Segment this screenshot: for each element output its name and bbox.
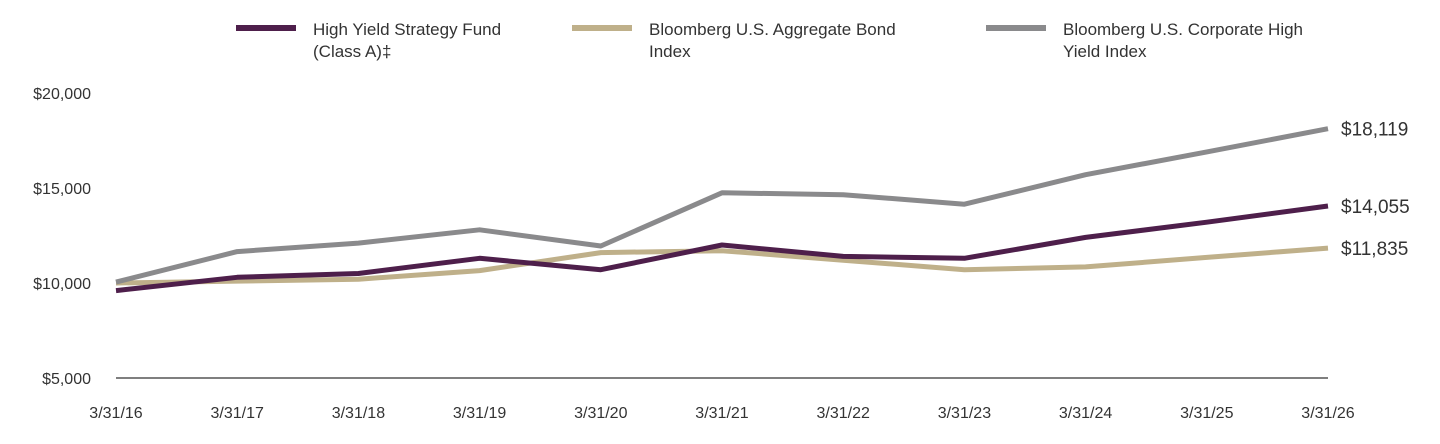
- x-axis: 3/31/16 3/31/17 3/31/18 3/31/19 3/31/20 3/31/…: [89, 377, 1355, 422]
- y-tick-label: $5,000: [42, 371, 91, 388]
- legend-item: Bloomberg U.S. Corporate High Yield Index: [986, 20, 1303, 61]
- legend: High Yield Strategy Fund (Class A)‡ Bloomb…: [236, 20, 1303, 61]
- y-tick-label: $15,000: [33, 181, 91, 198]
- series-line-1: [115, 245, 1329, 286]
- x-tick-label: 3/31/20: [574, 405, 627, 422]
- series-end-label: $14,055: [1341, 197, 1410, 218]
- x-tick-label: 3/31/25: [1180, 405, 1233, 422]
- series-end-label: $18,119: [1341, 120, 1408, 141]
- legend-label: High Yield Strategy Fund: [313, 20, 501, 39]
- series-line-2: [115, 126, 1329, 285]
- series-end-label: $11,835: [1341, 239, 1408, 260]
- legend-label: Yield Index: [1063, 42, 1147, 61]
- legend-label: Index: [649, 42, 691, 61]
- x-tick-label: 3/31/18: [332, 405, 385, 422]
- x-tick-label: 3/31/26: [1301, 405, 1354, 422]
- x-tick-label: 3/31/22: [817, 405, 870, 422]
- x-tick-label: 3/31/23: [938, 405, 991, 422]
- legend-item: High Yield Strategy Fund (Class A)‡: [236, 20, 501, 61]
- x-tick-label: 3/31/19: [453, 405, 506, 422]
- x-tick-label: 3/31/17: [211, 405, 264, 422]
- y-axis: $5,000 $10,000 $15,000 $20,000: [33, 86, 91, 388]
- y-tick-label: $10,000: [33, 276, 91, 293]
- y-tick-label: $20,000: [33, 86, 91, 103]
- legend-label: Bloomberg U.S. Aggregate Bond: [649, 20, 896, 39]
- x-tick-label: 3/31/24: [1059, 405, 1112, 422]
- x-tick-label: 3/31/16: [89, 405, 142, 422]
- legend-label: (Class A)‡: [313, 42, 391, 61]
- legend-item: Bloomberg U.S. Aggregate Bond Index: [572, 20, 896, 61]
- series-line-0: [115, 203, 1329, 294]
- end-labels: $14,055 $11,835 $18,119: [1341, 120, 1410, 260]
- legend-label: Bloomberg U.S. Corporate High: [1063, 20, 1303, 39]
- x-tick-label: 3/31/21: [695, 405, 748, 422]
- series-group: [115, 126, 1329, 294]
